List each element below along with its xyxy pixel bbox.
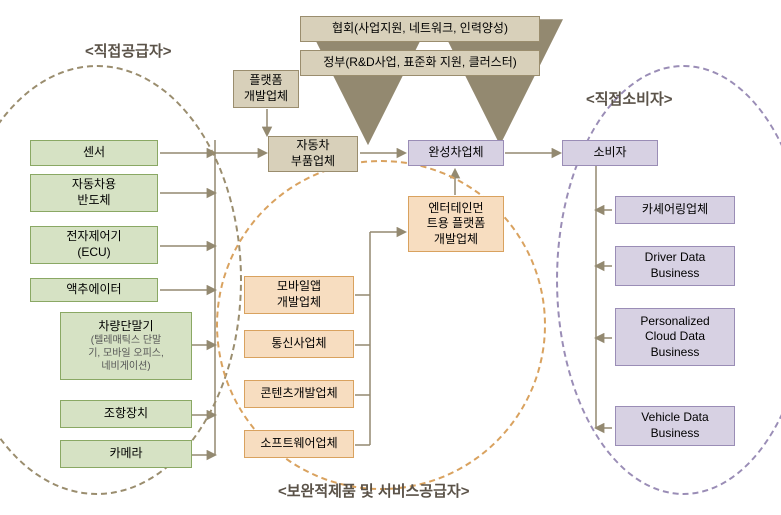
consumer-text-1: Driver Data Business	[645, 250, 706, 281]
supplier-text-2: 전자제어기 (ECU)	[66, 229, 121, 260]
text-oem: 완성차업체	[428, 145, 483, 161]
supplier-text-6: 카메라	[109, 446, 142, 462]
text-entertainment: 엔터테인먼 트용 플랫폼 개발업체	[427, 201, 486, 248]
box-consumer: 소비자	[562, 140, 658, 166]
supplier-text-0: 센서	[83, 145, 105, 161]
diagram-canvas: <직접공급자> <직접소비자> <보완적제품 및 서비스공급자> 협회(사업지원…	[0, 0, 781, 515]
comp-text-2: 콘텐츠개발업체	[260, 386, 337, 402]
supplier-text-1: 자동차용 반도체	[72, 177, 116, 208]
supplier-box-6: 카메라	[60, 440, 192, 468]
supplier-box-5: 조항장치	[60, 400, 192, 428]
box-car-parts: 자동차 부품업체	[268, 136, 358, 172]
text-car-parts: 자동차 부품업체	[291, 138, 335, 169]
consumer-text-0: 카셰어링업체	[642, 202, 708, 218]
supplier-box-3: 액추에이터	[30, 278, 158, 302]
box-government: 정부(R&D사업, 표준화 지원, 클러스터)	[300, 50, 540, 76]
supplier-text-5: 조항장치	[104, 406, 148, 422]
consumer-box-2: Personalized Cloud Data Business	[615, 308, 735, 366]
text-government: 정부(R&D사업, 표준화 지원, 클러스터)	[323, 55, 517, 71]
consumer-text-3: Vehicle Data Business	[641, 410, 708, 441]
text-consumer: 소비자	[593, 145, 626, 161]
box-platform: 플랫폼 개발업체	[233, 70, 299, 108]
supplier-text-3: 액추에이터	[66, 282, 121, 298]
comp-text-3: 소프트웨어업체	[260, 436, 337, 452]
box-association: 협회(사업지원, 네트워크, 인력양성)	[300, 16, 540, 42]
consumer-box-3: Vehicle Data Business	[615, 406, 735, 446]
text-association: 협회(사업지원, 네트워크, 인력양성)	[332, 21, 508, 37]
consumer-box-1: Driver Data Business	[615, 246, 735, 286]
box-oem: 완성차업체	[408, 140, 504, 166]
title-consumers: <직접소비자>	[586, 88, 673, 109]
comp-box-1: 통신사업체	[244, 330, 354, 358]
supplier-box-4: 차량단말기 (텔레매틱스 단말 기, 모바일 오피스, 네비게이션)	[60, 312, 192, 380]
supplier-text-4: 차량단말기	[98, 319, 153, 335]
comp-box-0: 모바일앱 개발업체	[244, 276, 354, 314]
title-suppliers: <직접공급자>	[85, 40, 172, 61]
consumer-text-2: Personalized Cloud Data Business	[640, 314, 709, 361]
text-platform: 플랫폼 개발업체	[244, 73, 288, 104]
supplier-box-0: 센서	[30, 140, 158, 166]
title-complementary: <보완적제품 및 서비스공급자>	[278, 480, 469, 501]
supplier-subtext-4: (텔레매틱스 단말 기, 모바일 오피스, 네비게이션)	[88, 334, 164, 373]
supplier-box-2: 전자제어기 (ECU)	[30, 226, 158, 264]
supplier-box-1: 자동차용 반도체	[30, 174, 158, 212]
comp-box-2: 콘텐츠개발업체	[244, 380, 354, 408]
comp-text-0: 모바일앱 개발업체	[277, 279, 321, 310]
box-entertainment: 엔터테인먼 트용 플랫폼 개발업체	[408, 196, 504, 252]
consumer-box-0: 카셰어링업체	[615, 196, 735, 224]
comp-text-1: 통신사업체	[271, 336, 326, 352]
comp-box-3: 소프트웨어업체	[244, 430, 354, 458]
